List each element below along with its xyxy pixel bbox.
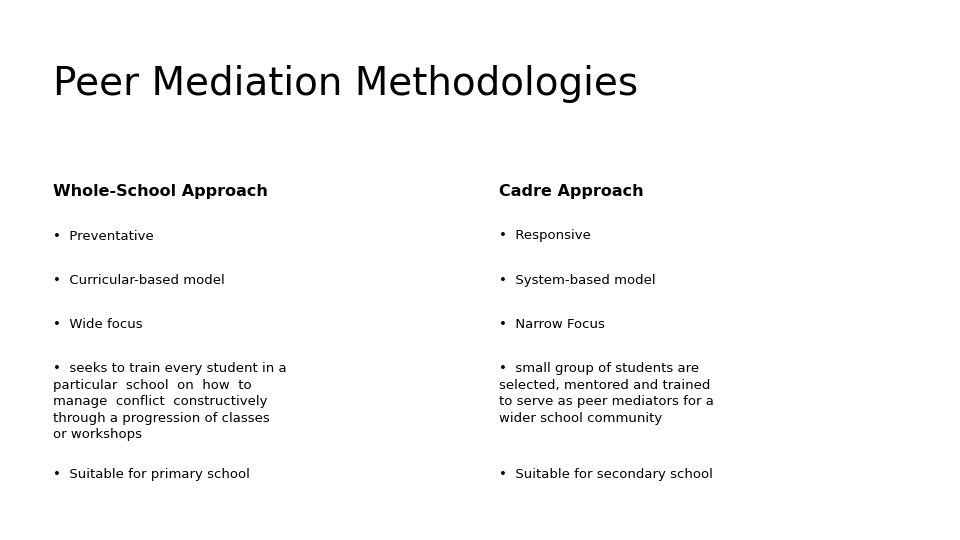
- Text: •  Suitable for secondary school: • Suitable for secondary school: [499, 468, 713, 481]
- Text: •  Suitable for primary school: • Suitable for primary school: [53, 468, 250, 481]
- Text: •  seeks to train every student in a
particular  school  on  how  to
manage  con: • seeks to train every student in a part…: [53, 362, 286, 441]
- Text: •  Preventative: • Preventative: [53, 230, 154, 242]
- Text: Cadre Approach: Cadre Approach: [499, 184, 644, 199]
- Text: Peer Mediation Methodologies: Peer Mediation Methodologies: [53, 65, 638, 103]
- Text: Whole-School Approach: Whole-School Approach: [53, 184, 268, 199]
- Text: •  Narrow Focus: • Narrow Focus: [499, 318, 605, 331]
- Text: •  Responsive: • Responsive: [499, 230, 591, 242]
- Text: •  small group of students are
selected, mentored and trained
to serve as peer m: • small group of students are selected, …: [499, 362, 714, 425]
- Text: •  System-based model: • System-based model: [499, 274, 656, 287]
- Text: •  Wide focus: • Wide focus: [53, 318, 142, 331]
- Text: •  Curricular-based model: • Curricular-based model: [53, 274, 225, 287]
